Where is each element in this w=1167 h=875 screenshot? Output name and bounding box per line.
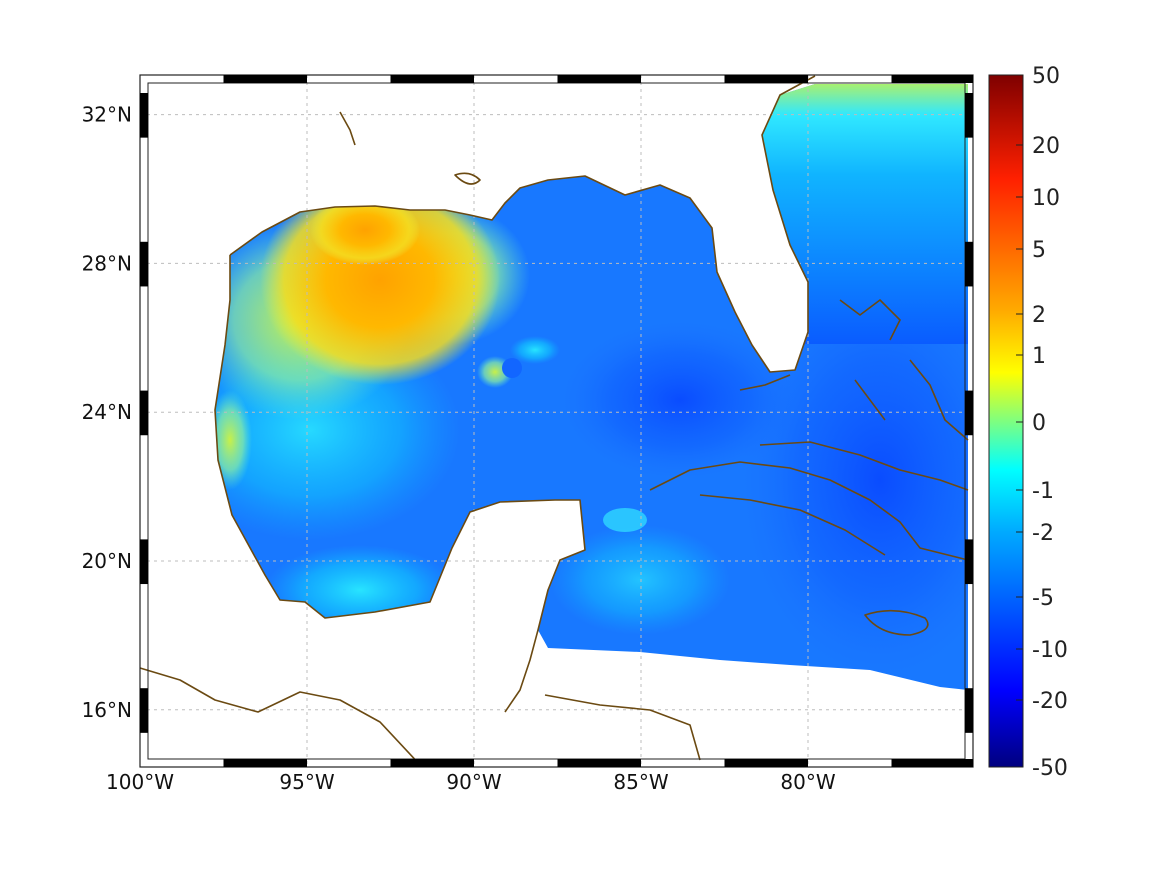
coastlines	[139, 75, 969, 768]
map-frame	[139, 74, 974, 768]
data-field	[215, 84, 968, 690]
colorbar-tick-label: -50	[1032, 756, 1068, 781]
lon-tick-label: 85°W	[613, 770, 668, 794]
lat-tick-label: 28°N	[82, 251, 132, 275]
lat-tick-label: 24°N	[82, 400, 132, 424]
lon-tick-label: 95°W	[279, 770, 334, 794]
colorbar-tick-label: 5	[1032, 238, 1046, 263]
lon-tick-label: 80°W	[780, 770, 835, 794]
colorbar-tick-label: -2	[1032, 521, 1054, 546]
colorbar-tick-label: -20	[1032, 689, 1068, 714]
colorbar-tick-label: 50	[1032, 64, 1060, 89]
colorbar-tick-label: -10	[1032, 638, 1068, 663]
longitude-labels: 100°W 95°W 90°W 85°W 80°W	[106, 770, 836, 794]
colorbar-tick-label: 0	[1032, 411, 1046, 436]
colorbar-tick-label: 2	[1032, 303, 1046, 328]
colorbar-tick-label: 1	[1032, 344, 1046, 369]
colorbar-tick-label: 20	[1032, 134, 1060, 159]
colorbar-tick-label: 10	[1032, 186, 1060, 211]
colorbar-tick-label: -1	[1032, 479, 1054, 504]
latitude-labels: 16°N 20°N 24°N 28°N 32°N	[82, 103, 132, 722]
lon-tick-label: 100°W	[106, 770, 174, 794]
lat-tick-label: 32°N	[82, 103, 132, 127]
lon-tick-label: 90°W	[446, 770, 501, 794]
map-grid	[140, 75, 973, 767]
colorbar-tick-label: -5	[1032, 586, 1054, 611]
lat-tick-label: 20°N	[82, 549, 132, 573]
lat-tick-label: 16°N	[82, 698, 132, 722]
colorbar-scale	[988, 74, 1024, 768]
